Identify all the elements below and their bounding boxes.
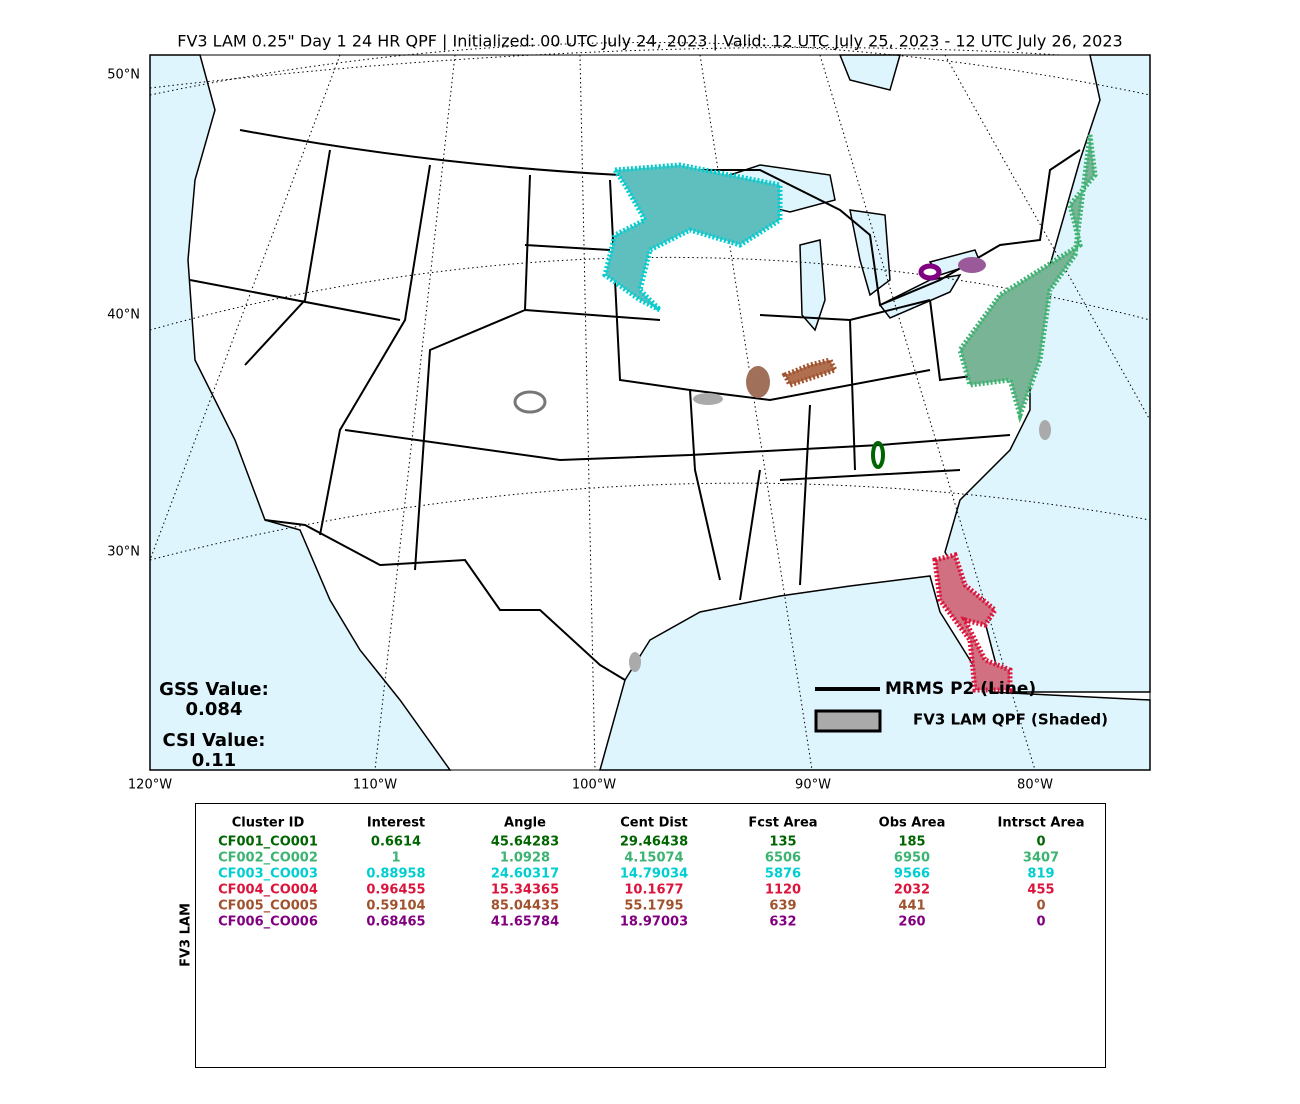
table-cell: 18.97003 (620, 915, 688, 930)
map-frame (149, 54, 1151, 771)
lon-label: 110°W (353, 778, 397, 793)
table-cell: 0 (1036, 835, 1045, 850)
lon-label: 100°W (572, 778, 616, 793)
table-cell: 0 (1036, 899, 1045, 914)
table-cell: 55.1795 (624, 899, 683, 914)
table-cell: 15.34365 (491, 883, 559, 898)
column-header: Obs Area (879, 816, 946, 831)
table-cell: 4.15074 (624, 851, 683, 866)
table-cell: 639 (769, 899, 796, 914)
table-cell: 1120 (765, 883, 801, 898)
table-cell: 135 (769, 835, 796, 850)
qpf-clusters (513, 134, 1098, 693)
lake-michigan (799, 239, 826, 332)
table-cell: 24.60317 (491, 867, 559, 882)
table-cell: CF006_CO006 (218, 915, 318, 930)
map: 50°N 40°N 30°N 120°W 110°W 100°W 90°W 80°W MRM… (107, 42, 1151, 793)
table-cell: 85.04435 (491, 899, 559, 914)
lat-label: 30°N (107, 545, 140, 560)
table-body: Cluster ID Interest Angle Cent Dist Fcst Are… (218, 816, 1084, 930)
table-cell: 0 (1036, 915, 1045, 930)
borders (189, 129, 1081, 681)
table-cell: 0.68465 (366, 915, 425, 930)
table-cell: 10.1677 (624, 883, 683, 898)
table-cell: CF002_CO002 (218, 851, 318, 866)
table-cell: CF004_CO004 (218, 883, 318, 898)
lon-label: 80°W (1017, 778, 1053, 793)
table-cell: 632 (769, 915, 796, 930)
table-cell: 3407 (1023, 851, 1059, 866)
table-cell: 6506 (765, 851, 801, 866)
table-cell: 5876 (765, 867, 801, 882)
graticule (149, 42, 1151, 771)
table-cell: 0.59104 (366, 899, 425, 914)
lon-labels: 120°W 110°W 100°W 90°W 80°W (128, 778, 1053, 793)
lat-label: 40°N (107, 308, 140, 323)
column-header: Interest (367, 816, 425, 831)
table-cell: 41.65784 (491, 915, 559, 930)
column-header: Fcst Area (748, 816, 817, 831)
column-header: Intrsct Area (998, 816, 1085, 831)
table-cell: 185 (898, 835, 925, 850)
column-header: Cluster ID (232, 816, 305, 831)
table-cell: 455 (1027, 883, 1054, 898)
table-cell: 1 (391, 851, 400, 866)
column-header: Angle (504, 816, 546, 831)
table-frame (195, 803, 1106, 1068)
lat-label: 50°N (107, 68, 140, 83)
column-header: Cent Dist (620, 816, 688, 831)
csi-value: 0.11 (192, 750, 236, 771)
table-cell: 441 (898, 899, 925, 914)
table-cell: 14.79034 (620, 867, 688, 882)
gss-value: 0.084 (186, 699, 243, 720)
lake-huron (849, 209, 891, 297)
table-cell: CF003_CO003 (218, 867, 318, 882)
table-cell: 1.0928 (500, 851, 550, 866)
table-cell: 29.46438 (620, 835, 688, 850)
table-cell: 0.88958 (366, 867, 425, 882)
gss-label: GSS Value: (159, 679, 269, 700)
lon-label: 120°W (128, 778, 172, 793)
table-cell: 260 (898, 915, 925, 930)
csi-label: CSI Value: (163, 730, 266, 751)
lon-label: 90°W (795, 778, 831, 793)
table-cell: 6950 (894, 851, 930, 866)
legend-label: FV3 LAM QPF (Shaded) (913, 711, 1108, 729)
table: FV3 LAM Cluster ID Interest Angle Cent Dist… (179, 803, 1106, 1068)
table-cell: CF005_CO005 (218, 899, 318, 914)
lat-labels: 50°N 40°N 30°N (107, 68, 140, 560)
legend-label: MRMS P2 (Line) (885, 679, 1036, 699)
table-cell: 9566 (894, 867, 930, 882)
table-cell: 819 (1027, 867, 1054, 882)
legend-swatch (814, 709, 882, 733)
table-cell: 45.64283 (491, 835, 559, 850)
table-cell: 0.6614 (371, 835, 421, 850)
map-title: FV3 LAM 0.25" Day 1 24 HR QPF | Initiali… (177, 32, 1122, 51)
table-side-label: FV3 LAM (179, 903, 194, 967)
table-cell: CF001_CO001 (218, 835, 318, 850)
table-cell: 0.96455 (366, 883, 425, 898)
table-cell: 2032 (894, 883, 930, 898)
